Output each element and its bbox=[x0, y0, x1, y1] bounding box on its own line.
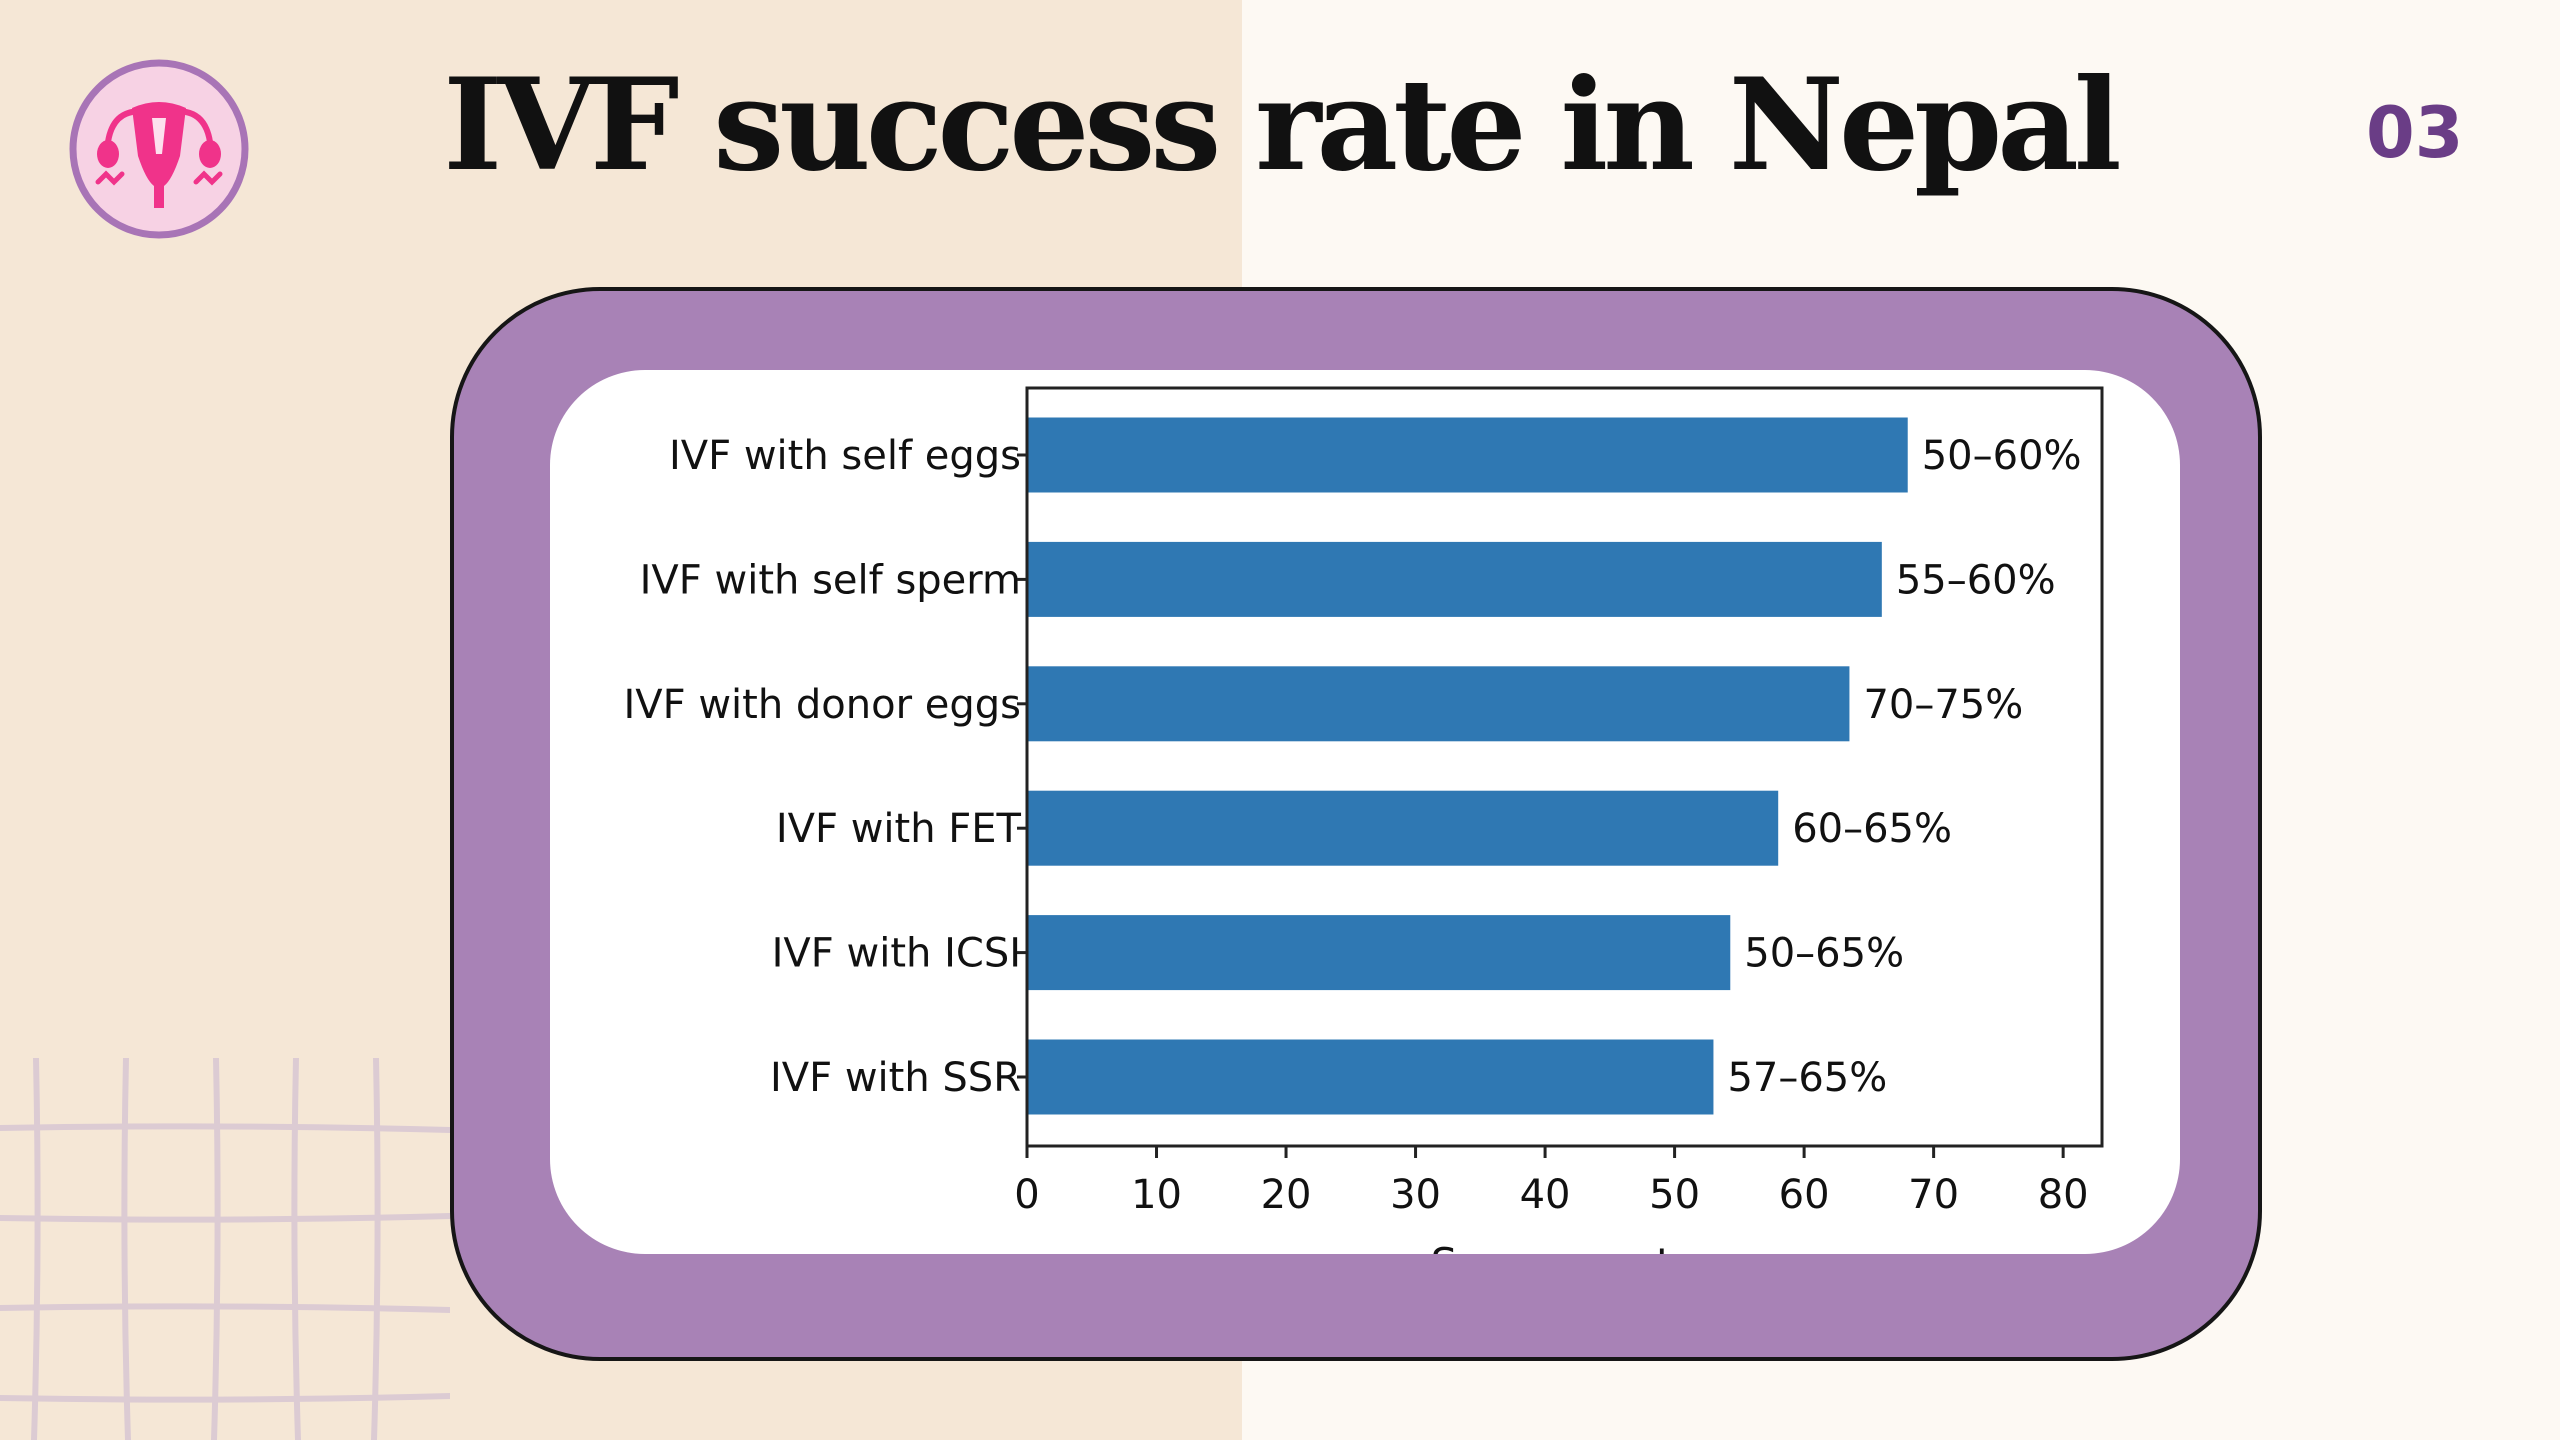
bar bbox=[1027, 417, 1908, 493]
bar bbox=[1027, 666, 1850, 742]
x-tick-label: 0 bbox=[1014, 1172, 1039, 1218]
category-label: IVF with self sperm bbox=[640, 557, 1021, 603]
x-axis-label: Success rate bbox=[1431, 1239, 1699, 1254]
x-tick-label: 10 bbox=[1131, 1172, 1182, 1218]
logo bbox=[68, 58, 250, 240]
category-label: IVF with self eggs bbox=[669, 433, 1021, 479]
data-label: 60–65% bbox=[1792, 806, 1952, 852]
bar bbox=[1027, 541, 1882, 617]
data-label: 55–60% bbox=[1896, 557, 2056, 603]
category-label: IVF with FET bbox=[776, 806, 1022, 852]
grid-decoration bbox=[0, 1058, 450, 1440]
chart-card: 50–60% 55–60% 70–75% 60–65% 50–65% 57–65% IVF… bbox=[550, 370, 2180, 1254]
plot-area bbox=[1025, 386, 2104, 1148]
data-label: 50–65% bbox=[1744, 931, 1904, 977]
bar-chart: 50–60% 55–60% 70–75% 60–65% 50–65% 57–65% IVF… bbox=[623, 386, 2104, 1254]
data-label: 50–60% bbox=[1922, 433, 2082, 479]
category-label: IVF with donor eggs bbox=[623, 682, 1021, 728]
data-label: 70–75% bbox=[1863, 682, 2023, 728]
x-tick-label: 30 bbox=[1390, 1172, 1441, 1218]
x-tick-label: 70 bbox=[1908, 1172, 1959, 1218]
category-label: IVF with ICSI bbox=[772, 931, 1021, 977]
x-tick-label: 40 bbox=[1520, 1172, 1571, 1218]
page-title: IVF success rate in Nepal bbox=[443, 51, 2121, 199]
bar bbox=[1027, 915, 1731, 991]
bar bbox=[1027, 1039, 1714, 1115]
x-tick-label: 50 bbox=[1649, 1172, 1700, 1218]
x-tick-label: 20 bbox=[1261, 1172, 1312, 1218]
page-number: 03 bbox=[2366, 92, 2464, 174]
x-tick-label: 60 bbox=[1779, 1172, 1830, 1218]
bar bbox=[1027, 790, 1779, 866]
uterus-icon bbox=[69, 59, 249, 239]
x-tick-label: 80 bbox=[2038, 1172, 2089, 1218]
data-label: 57–65% bbox=[1727, 1055, 1887, 1101]
category-label: IVF with SSR bbox=[770, 1055, 1021, 1101]
